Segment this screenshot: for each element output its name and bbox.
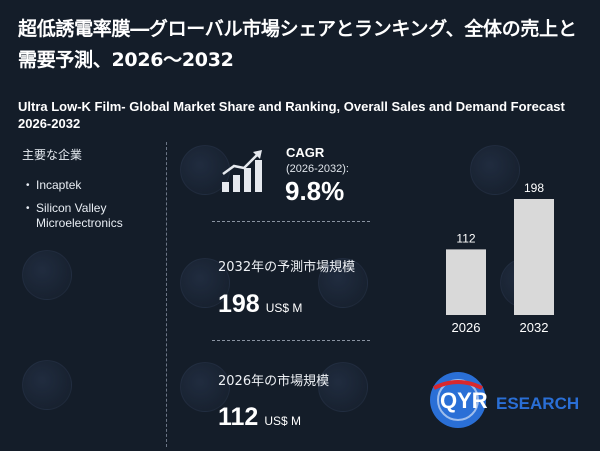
cagr-value: 9.8% [285,176,345,206]
qyresearch-logo: QYR ESEARCH [430,372,579,428]
company-item: Incaptek [26,178,166,193]
growth-chart-icon [222,150,262,192]
logo-qyr-text: QYR [440,388,488,413]
bar-2032 [514,199,554,315]
horizontal-divider [212,221,370,222]
company-list: Incaptek Silicon Valley Microelectronics [26,178,166,239]
market-2026-label: 2026年の市場規模 [218,374,330,389]
bar-2026 [446,249,486,315]
market-2026-value: 112 US$ M [218,403,301,432]
cagr-period: (2026-2032): [286,163,349,175]
vertical-divider [166,142,167,447]
watermark-logo [180,258,230,308]
market-2026-unit: US$ M [264,414,302,428]
watermark-logo [318,362,368,412]
forecast-2032-unit: US$ M [265,301,303,315]
cagr-label: CAGR [286,145,325,160]
watermark-logo [180,145,230,195]
forecast-2032-number: 198 [218,290,260,318]
x-tick-label: 2026 [452,320,481,335]
market-2026-number: 112 [218,403,259,431]
x-tick-label: 2032 [520,320,549,335]
watermark-logo [22,250,72,300]
watermark-logo [180,362,230,412]
companies-heading: 主要な企業 [22,148,83,162]
logo-research-text: ESEARCH [496,394,579,413]
watermark-logo [470,145,520,195]
bar-value-label: 112 [456,231,475,245]
forecast-2032-label: 2032年の予測市場規模 [218,260,356,275]
forecast-2032-value: 198 US$ M [218,290,302,319]
watermark-logo [22,360,72,410]
company-item: Silicon Valley Microelectronics [26,201,166,231]
bar-value-label: 198 [524,181,544,195]
page-title: 超低誘電率膜―グローバル市場シェアとランキング、全体の売上と需要予測、2026～… [18,18,577,71]
watermark-logo [318,258,368,308]
page-subtitle: Ultra Low-K Film- Global Market Share an… [18,99,565,131]
horizontal-divider [212,340,370,341]
market-size-bar-chart: 112 2026 198 2032 [446,181,554,335]
